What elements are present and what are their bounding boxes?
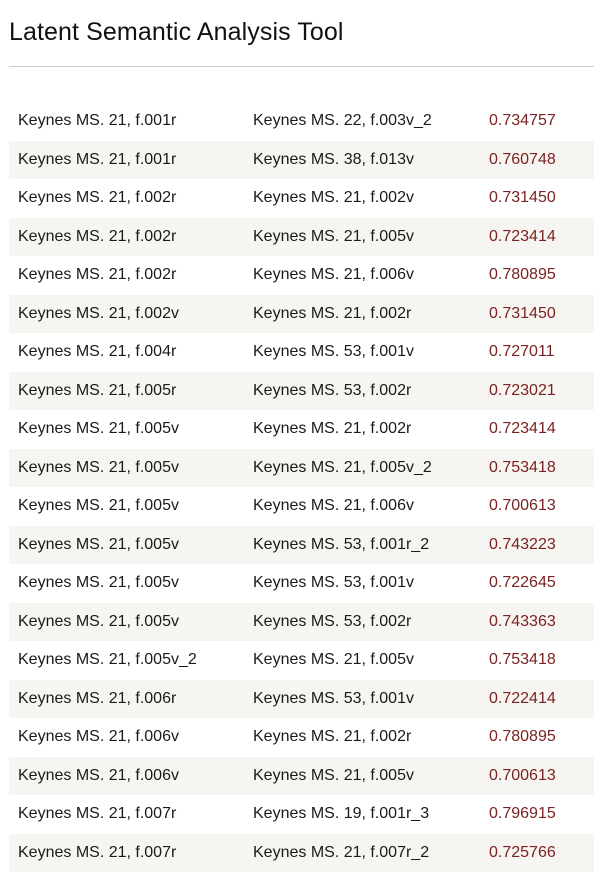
table-row: Keynes MS. 21, f.005v Keynes MS. 21, f.0… [9,449,594,488]
document-b-cell: Keynes MS. 21, f.006v [253,497,489,515]
document-b-cell: Keynes MS. 53, f.002r [253,613,489,631]
similarity-score-cell: 0.700613 [489,767,556,785]
document-a-cell: Keynes MS. 21, f.005v [9,536,253,554]
similarity-score-cell: 0.734757 [489,112,556,130]
title-divider [9,66,594,67]
similarity-score-cell: 0.727011 [489,343,555,361]
document-a-cell: Keynes MS. 21, f.006v [9,728,253,746]
document-b-cell: Keynes MS. 19, f.001r_3 [253,805,489,823]
document-b-cell: Keynes MS. 53, f.001v [253,690,489,708]
results-table: Keynes MS. 21, f.001r Keynes MS. 22, f.0… [9,102,594,872]
similarity-score-cell: 0.780895 [489,728,556,746]
document-b-cell: Keynes MS. 21, f.005v [253,228,489,246]
document-a-cell: Keynes MS. 21, f.005v [9,613,253,631]
similarity-score-cell: 0.780895 [489,266,556,284]
document-b-cell: Keynes MS. 21, f.002r [253,728,489,746]
document-a-cell: Keynes MS. 21, f.002r [9,266,253,284]
table-row: Keynes MS. 21, f.005v Keynes MS. 53, f.0… [9,564,594,603]
document-b-cell: Keynes MS. 38, f.013v [253,151,489,169]
table-row: Keynes MS. 21, f.005v Keynes MS. 21, f.0… [9,410,594,449]
document-a-cell: Keynes MS. 21, f.005v [9,574,253,592]
table-row: Keynes MS. 21, f.006v Keynes MS. 21, f.0… [9,757,594,796]
similarity-score-cell: 0.722645 [489,574,556,592]
table-row: Keynes MS. 21, f.001r Keynes MS. 22, f.0… [9,102,594,141]
document-b-cell: Keynes MS. 21, f.005v [253,767,489,785]
similarity-score-cell: 0.753418 [489,459,556,477]
document-b-cell: Keynes MS. 21, f.002r [253,420,489,438]
table-row: Keynes MS. 21, f.002v Keynes MS. 21, f.0… [9,295,594,334]
table-row: Keynes MS. 21, f.005v_2 Keynes MS. 21, f… [9,641,594,680]
document-a-cell: Keynes MS. 21, f.002r [9,189,253,207]
table-row: Keynes MS. 21, f.004r Keynes MS. 53, f.0… [9,333,594,372]
document-a-cell: Keynes MS. 21, f.001r [9,151,253,169]
similarity-score-cell: 0.743223 [489,536,556,554]
document-a-cell: Keynes MS. 21, f.002r [9,228,253,246]
document-a-cell: Keynes MS. 21, f.005v [9,497,253,515]
page-title: Latent Semantic Analysis Tool [9,18,344,47]
similarity-score-cell: 0.723414 [489,228,556,246]
table-row: Keynes MS. 21, f.002r Keynes MS. 21, f.0… [9,256,594,295]
similarity-score-cell: 0.723021 [489,382,556,400]
document-b-cell: Keynes MS. 53, f.001r_2 [253,536,489,554]
table-row: Keynes MS. 21, f.007r Keynes MS. 19, f.0… [9,795,594,834]
table-row: Keynes MS. 21, f.002r Keynes MS. 21, f.0… [9,218,594,257]
similarity-score-cell: 0.731450 [489,189,556,207]
table-row: Keynes MS. 21, f.006v Keynes MS. 21, f.0… [9,718,594,757]
document-b-cell: Keynes MS. 22, f.003v_2 [253,112,489,130]
similarity-score-cell: 0.760748 [489,151,556,169]
similarity-score-cell: 0.731450 [489,305,556,323]
document-b-cell: Keynes MS. 21, f.005v [253,651,489,669]
document-b-cell: Keynes MS. 53, f.001v [253,343,489,361]
document-a-cell: Keynes MS. 21, f.005v [9,420,253,438]
table-row: Keynes MS. 21, f.005v Keynes MS. 53, f.0… [9,526,594,565]
document-b-cell: Keynes MS. 21, f.002r [253,305,489,323]
document-b-cell: Keynes MS. 21, f.002v [253,189,489,207]
document-a-cell: Keynes MS. 21, f.006r [9,690,253,708]
document-a-cell: Keynes MS. 21, f.005v_2 [9,651,253,669]
table-row: Keynes MS. 21, f.005v Keynes MS. 21, f.0… [9,487,594,526]
table-row: Keynes MS. 21, f.005v Keynes MS. 53, f.0… [9,603,594,642]
document-a-cell: Keynes MS. 21, f.006v [9,767,253,785]
table-row: Keynes MS. 21, f.002r Keynes MS. 21, f.0… [9,179,594,218]
document-a-cell: Keynes MS. 21, f.002v [9,305,253,323]
similarity-score-cell: 0.723414 [489,420,556,438]
table-row: Keynes MS. 21, f.006r Keynes MS. 53, f.0… [9,680,594,719]
table-row: Keynes MS. 21, f.001r Keynes MS. 38, f.0… [9,141,594,180]
document-a-cell: Keynes MS. 21, f.005v [9,459,253,477]
similarity-score-cell: 0.700613 [489,497,556,515]
document-a-cell: Keynes MS. 21, f.005r [9,382,253,400]
document-a-cell: Keynes MS. 21, f.007r [9,805,253,823]
table-row: Keynes MS. 21, f.005r Keynes MS. 53, f.0… [9,372,594,411]
document-a-cell: Keynes MS. 21, f.001r [9,112,253,130]
document-b-cell: Keynes MS. 21, f.005v_2 [253,459,489,477]
document-b-cell: Keynes MS. 53, f.002r [253,382,489,400]
document-b-cell: Keynes MS. 21, f.006v [253,266,489,284]
similarity-score-cell: 0.796915 [489,805,556,823]
document-a-cell: Keynes MS. 21, f.004r [9,343,253,361]
document-b-cell: Keynes MS. 53, f.001v [253,574,489,592]
similarity-score-cell: 0.753418 [489,651,556,669]
similarity-score-cell: 0.743363 [489,613,556,631]
similarity-score-cell: 0.722414 [489,690,556,708]
